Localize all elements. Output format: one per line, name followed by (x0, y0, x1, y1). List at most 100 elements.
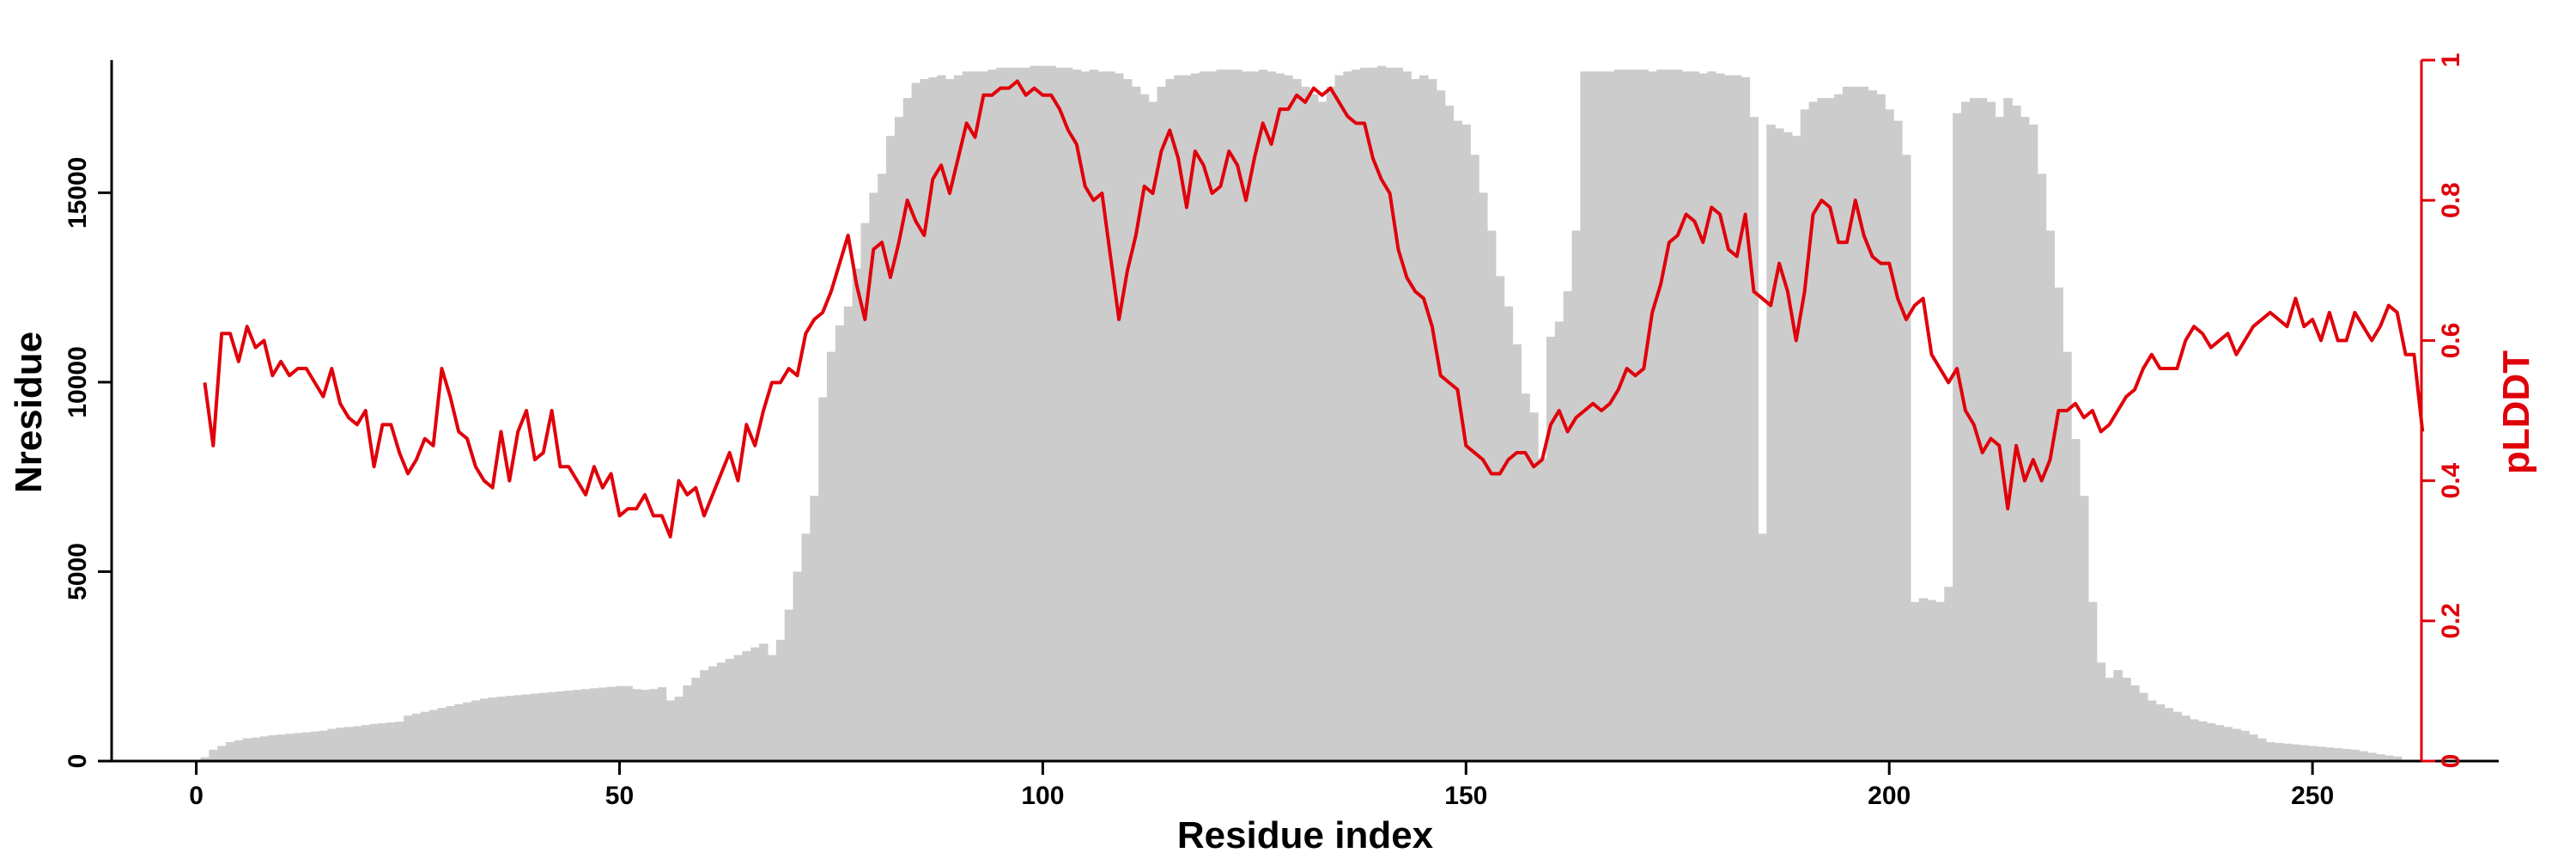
bar (1723, 75, 1734, 761)
bar (996, 67, 1005, 761)
bar (1030, 65, 1040, 762)
bar (479, 698, 489, 761)
x-tick-label: 50 (605, 782, 634, 810)
bar (1580, 71, 1589, 762)
bar (2274, 742, 2284, 761)
bar (1893, 120, 1903, 761)
bar (1334, 75, 1344, 761)
bar (2317, 746, 2326, 761)
y-right-tick-label: 0 (2437, 754, 2465, 769)
bar (411, 713, 422, 761)
bar (1850, 86, 1861, 761)
bar (404, 716, 413, 761)
bar (428, 710, 439, 761)
bar (564, 690, 574, 761)
bar (242, 738, 252, 761)
bar (1301, 86, 1310, 761)
bar (1563, 291, 1573, 761)
tick-labels: 0 50 100 150 200 250 0 5000 10000 15000 0 0.2 0.4 0.6… (64, 53, 2465, 810)
bar (2206, 722, 2216, 761)
bar (1402, 71, 1412, 762)
bar (1953, 113, 1962, 761)
bar (2130, 685, 2140, 761)
bar (2376, 754, 2385, 761)
y-right-axis-title: pLDDT (2495, 350, 2537, 474)
bar (827, 351, 836, 761)
bar (251, 737, 261, 761)
bar (1741, 76, 1751, 762)
bar (1005, 67, 1014, 761)
bar (1444, 105, 1455, 762)
bar (2028, 124, 2038, 762)
bar (386, 722, 396, 761)
bar (2080, 496, 2089, 761)
bar (674, 697, 684, 761)
bar (2384, 755, 2394, 761)
bar (1791, 136, 1801, 762)
bar (217, 746, 227, 761)
bar (742, 651, 751, 761)
bar (970, 71, 981, 762)
bar (310, 731, 320, 761)
bar (793, 571, 803, 761)
bar (1978, 98, 1988, 762)
bar (1571, 230, 1581, 761)
bar (1961, 101, 1971, 761)
bar (911, 82, 921, 761)
bar (259, 736, 269, 761)
y-right-tick-label: 0.4 (2437, 462, 2465, 498)
bar (589, 688, 599, 761)
x-tick-label: 100 (1021, 782, 1064, 810)
bar (1224, 70, 1234, 761)
bar (496, 697, 507, 761)
bar (1258, 70, 1268, 761)
bar (665, 700, 676, 761)
bar (1589, 71, 1598, 762)
bar (293, 733, 303, 761)
bar (1944, 587, 1953, 761)
bar (2215, 725, 2225, 761)
bar (1284, 75, 1293, 761)
bar (725, 658, 735, 761)
bar (1631, 70, 1640, 761)
bar (1622, 70, 1632, 761)
x-tick-label: 0 (189, 782, 204, 810)
bar (1512, 344, 1522, 761)
bar (1690, 71, 1700, 762)
bar (1139, 94, 1150, 761)
y-left-tick-label: 10000 (64, 346, 92, 417)
bar (2105, 677, 2115, 761)
bar (953, 75, 963, 761)
bar (750, 647, 760, 761)
y-left-tick-label: 0 (64, 754, 92, 769)
bar (945, 79, 955, 762)
bar (2333, 748, 2343, 761)
bar (2190, 719, 2199, 761)
bar (1605, 71, 1615, 762)
bar (2147, 700, 2157, 761)
bar (1352, 70, 1361, 761)
y-right-tick-label: 0.6 (2437, 323, 2465, 359)
bar (691, 677, 701, 761)
bar (301, 732, 312, 761)
bar (1326, 86, 1336, 761)
bar (1775, 128, 1784, 761)
bar (2350, 749, 2360, 761)
bar (1766, 124, 1776, 762)
bar (784, 609, 794, 761)
bar (1935, 601, 1945, 761)
bar (522, 694, 532, 761)
bar (1249, 71, 1260, 762)
bar (1089, 70, 1099, 761)
bar (2392, 756, 2403, 761)
bar (615, 685, 625, 761)
bar (2113, 670, 2123, 761)
bar (2054, 287, 2063, 761)
bar (2249, 734, 2258, 761)
bar (209, 749, 218, 761)
bar (2265, 741, 2275, 761)
bar (1097, 71, 1107, 762)
bar (1664, 70, 1674, 761)
bar (1267, 71, 1277, 762)
